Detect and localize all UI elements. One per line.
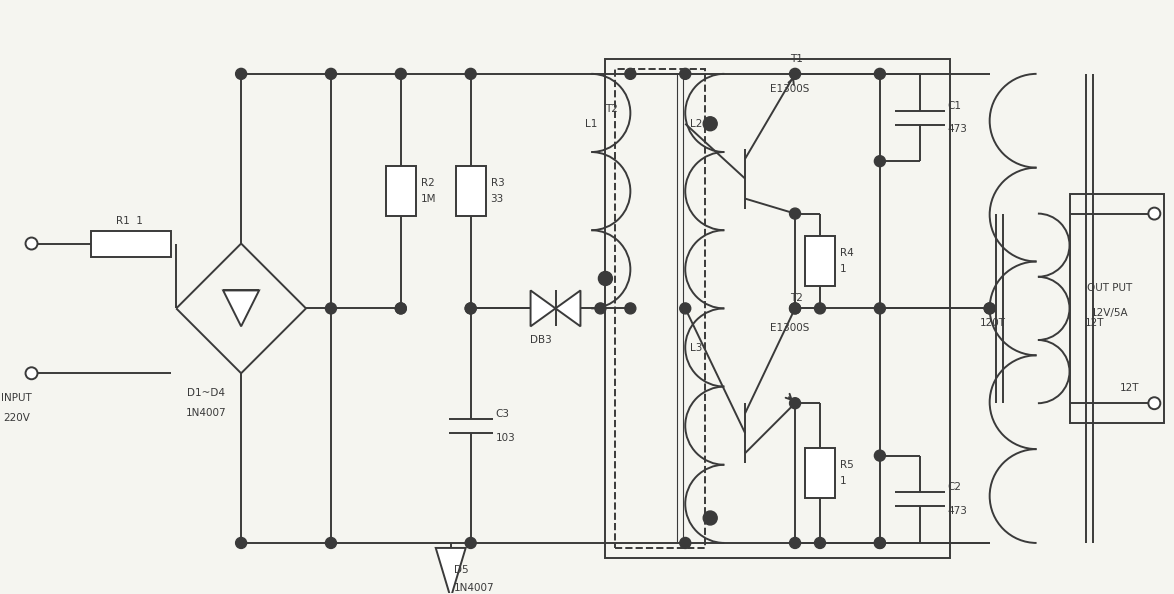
Text: E1300S: E1300S — [770, 84, 809, 94]
Circle shape — [26, 238, 38, 249]
Text: T2: T2 — [790, 293, 803, 304]
Text: 12T: 12T — [1120, 383, 1139, 393]
Circle shape — [703, 117, 717, 131]
Circle shape — [815, 538, 825, 548]
Circle shape — [465, 68, 477, 80]
Bar — [92, 230, 171, 257]
Circle shape — [465, 538, 477, 548]
Text: T2: T2 — [606, 104, 619, 114]
Circle shape — [325, 68, 337, 80]
Circle shape — [703, 511, 717, 525]
Text: C3: C3 — [495, 409, 510, 419]
Text: R1  1: R1 1 — [116, 216, 143, 226]
Circle shape — [396, 303, 406, 314]
Circle shape — [325, 303, 337, 314]
Circle shape — [26, 367, 38, 379]
Bar — [1070, 194, 1165, 423]
Circle shape — [984, 303, 996, 314]
Circle shape — [790, 303, 801, 314]
Circle shape — [680, 538, 690, 548]
Circle shape — [875, 303, 885, 314]
Circle shape — [396, 303, 406, 314]
Text: R2: R2 — [420, 178, 434, 188]
Circle shape — [465, 303, 477, 314]
Circle shape — [875, 68, 885, 80]
Bar — [805, 236, 835, 286]
Circle shape — [875, 156, 885, 167]
Circle shape — [815, 303, 825, 314]
Polygon shape — [436, 548, 466, 594]
Text: 220V: 220V — [4, 413, 31, 423]
Circle shape — [236, 68, 247, 80]
Circle shape — [875, 538, 885, 548]
Text: L1: L1 — [586, 119, 598, 129]
Polygon shape — [555, 290, 580, 326]
Text: C1: C1 — [947, 100, 962, 110]
Circle shape — [595, 303, 606, 314]
Circle shape — [465, 303, 477, 314]
Text: 1: 1 — [839, 476, 846, 486]
Text: 120T: 120T — [979, 318, 1006, 328]
Text: 473: 473 — [947, 125, 967, 134]
Text: 12T: 12T — [1085, 318, 1104, 328]
Circle shape — [875, 538, 885, 548]
Text: L2: L2 — [690, 119, 702, 129]
Text: R3: R3 — [491, 178, 505, 188]
Text: R4: R4 — [839, 248, 853, 258]
Text: R5: R5 — [839, 460, 853, 470]
Circle shape — [790, 538, 801, 548]
Text: C2: C2 — [947, 482, 962, 492]
Circle shape — [599, 271, 613, 286]
Text: 1N4007: 1N4007 — [453, 583, 494, 593]
Circle shape — [790, 303, 801, 314]
Circle shape — [1148, 207, 1160, 220]
Text: 33: 33 — [491, 194, 504, 204]
Circle shape — [984, 303, 996, 314]
Text: 103: 103 — [495, 432, 515, 443]
Circle shape — [325, 538, 337, 548]
Polygon shape — [223, 290, 259, 326]
Bar — [805, 448, 835, 498]
Bar — [456, 166, 486, 216]
Circle shape — [790, 398, 801, 409]
Text: D1~D4: D1~D4 — [187, 388, 225, 398]
Text: T1: T1 — [790, 54, 803, 64]
Text: E1300S: E1300S — [770, 323, 809, 333]
Circle shape — [625, 303, 636, 314]
Text: 12V/5A: 12V/5A — [1091, 308, 1128, 318]
Circle shape — [790, 208, 801, 219]
Circle shape — [680, 303, 690, 314]
Text: 1M: 1M — [420, 194, 437, 204]
Text: 1: 1 — [839, 264, 846, 274]
Circle shape — [236, 538, 247, 548]
Circle shape — [875, 450, 885, 461]
Text: L3: L3 — [690, 343, 702, 353]
Bar — [386, 166, 416, 216]
Bar — [606, 59, 950, 558]
Text: INPUT: INPUT — [1, 393, 32, 403]
Circle shape — [1148, 397, 1160, 409]
Text: D5: D5 — [453, 565, 468, 575]
Circle shape — [625, 68, 636, 80]
Polygon shape — [531, 290, 555, 326]
Text: OUT PUT: OUT PUT — [1087, 283, 1132, 293]
Circle shape — [396, 68, 406, 80]
Text: 1N4007: 1N4007 — [185, 408, 227, 418]
Circle shape — [790, 68, 801, 80]
Text: DB3: DB3 — [529, 336, 552, 345]
Text: 473: 473 — [947, 506, 967, 516]
Circle shape — [680, 68, 690, 80]
